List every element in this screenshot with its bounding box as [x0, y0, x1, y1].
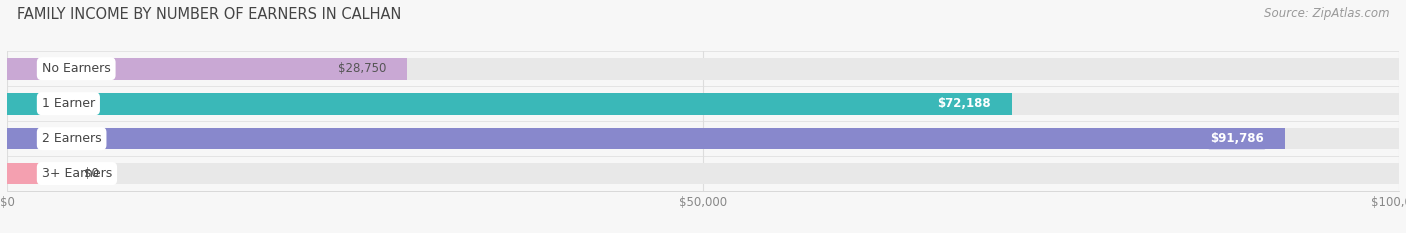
Bar [7, 58, 1399, 80]
Bar [7, 128, 1399, 150]
Text: $0: $0 [83, 167, 98, 180]
Bar [7, 93, 1012, 115]
Text: $28,750: $28,750 [337, 62, 387, 75]
Bar [7, 163, 1399, 185]
Bar [7, 58, 408, 80]
Bar [7, 163, 63, 185]
Text: $72,188: $72,188 [938, 97, 991, 110]
Text: $91,786: $91,786 [1211, 132, 1264, 145]
Text: 2 Earners: 2 Earners [42, 132, 101, 145]
Text: FAMILY INCOME BY NUMBER OF EARNERS IN CALHAN: FAMILY INCOME BY NUMBER OF EARNERS IN CA… [17, 7, 401, 22]
Bar [7, 128, 1285, 150]
Text: Source: ZipAtlas.com: Source: ZipAtlas.com [1264, 7, 1389, 20]
Text: 3+ Earners: 3+ Earners [42, 167, 112, 180]
Bar [7, 93, 1399, 115]
Text: No Earners: No Earners [42, 62, 111, 75]
Text: 1 Earner: 1 Earner [42, 97, 96, 110]
